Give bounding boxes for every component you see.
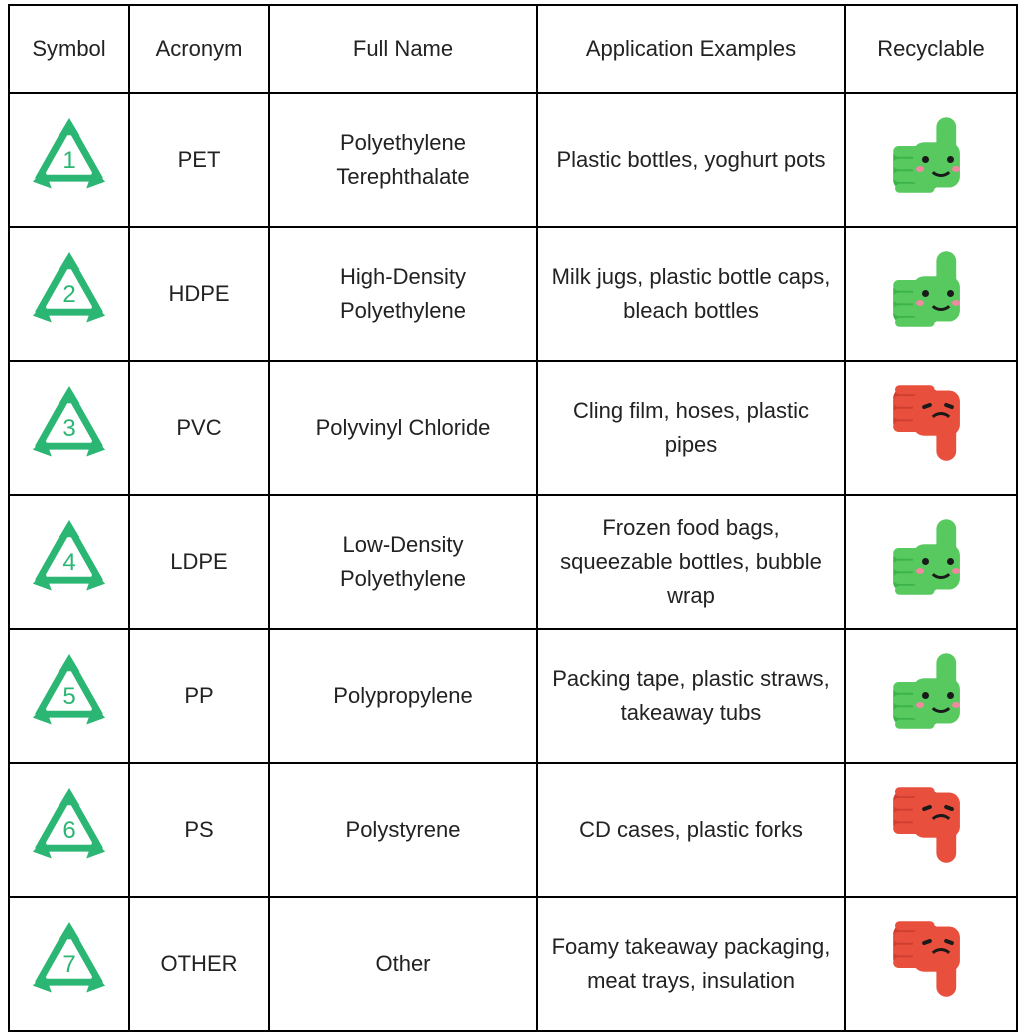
cell-fullname: Polyvinyl Chloride [269, 361, 537, 495]
cell-recyclable [845, 227, 1017, 361]
cell-symbol: 5 [9, 629, 129, 763]
table-row: 4 LDPELow-Density PolyethyleneFrozen foo… [9, 495, 1017, 629]
cell-examples: Packing tape, plastic straws, takeaway t… [537, 629, 845, 763]
cell-fullname: Polyethylene Terephthalate [269, 93, 537, 227]
cell-recyclable [845, 93, 1017, 227]
col-header-examples: Application Examples [537, 5, 845, 93]
recycle-triangle-icon: 6 [26, 785, 112, 865]
col-header-symbol: Symbol [9, 5, 129, 93]
recycle-code-number: 5 [26, 651, 112, 731]
thumbs-up-icon [886, 646, 976, 736]
thumbs-down-icon [886, 914, 976, 1004]
col-header-acronym: Acronym [129, 5, 269, 93]
recycle-code-number: 1 [26, 115, 112, 195]
recycle-code-number: 3 [26, 383, 112, 463]
recycle-code-number: 6 [26, 785, 112, 865]
cell-recyclable [845, 763, 1017, 897]
cell-examples: Plastic bottles, yoghurt pots [537, 93, 845, 227]
recycle-triangle-icon: 1 [26, 115, 112, 195]
recycle-triangle-icon: 4 [26, 517, 112, 597]
table-row: 7 OTHEROtherFoamy takeaway packaging, me… [9, 897, 1017, 1031]
thumbs-down-icon [886, 378, 976, 468]
cell-acronym: PET [129, 93, 269, 227]
cell-symbol: 6 [9, 763, 129, 897]
cell-symbol: 1 [9, 93, 129, 227]
cell-examples: Foamy takeaway packaging, meat trays, in… [537, 897, 845, 1031]
cell-examples: CD cases, plastic forks [537, 763, 845, 897]
cell-recyclable [845, 629, 1017, 763]
recycle-triangle-icon: 3 [26, 383, 112, 463]
cell-acronym: LDPE [129, 495, 269, 629]
recycle-triangle-icon: 2 [26, 249, 112, 329]
cell-acronym: OTHER [129, 897, 269, 1031]
cell-symbol: 7 [9, 897, 129, 1031]
recycle-code-number: 2 [26, 249, 112, 329]
plastics-recycling-table: Symbol Acronym Full Name Application Exa… [8, 4, 1018, 1032]
recycle-code-number: 4 [26, 517, 112, 597]
table-header-row: Symbol Acronym Full Name Application Exa… [9, 5, 1017, 93]
cell-fullname: High-Density Polyethylene [269, 227, 537, 361]
cell-acronym: HDPE [129, 227, 269, 361]
cell-symbol: 4 [9, 495, 129, 629]
thumbs-up-icon [886, 110, 976, 200]
cell-acronym: PS [129, 763, 269, 897]
col-header-recyc: Recyclable [845, 5, 1017, 93]
table-row: 1 PETPolyethylene TerephthalatePlastic b… [9, 93, 1017, 227]
cell-symbol: 3 [9, 361, 129, 495]
cell-recyclable [845, 361, 1017, 495]
recycle-triangle-icon: 7 [26, 919, 112, 999]
thumbs-up-icon [886, 512, 976, 602]
cell-fullname: Polystyrene [269, 763, 537, 897]
thumbs-up-icon [886, 244, 976, 334]
cell-examples: Milk jugs, plastic bottle caps, bleach b… [537, 227, 845, 361]
cell-acronym: PVC [129, 361, 269, 495]
cell-fullname: Other [269, 897, 537, 1031]
cell-recyclable [845, 495, 1017, 629]
table-row: 5 PPPolypropylenePacking tape, plastic s… [9, 629, 1017, 763]
cell-acronym: PP [129, 629, 269, 763]
cell-examples: Cling film, hoses, plastic pipes [537, 361, 845, 495]
table-row: 3 PVCPolyvinyl ChlorideCling film, hoses… [9, 361, 1017, 495]
cell-symbol: 2 [9, 227, 129, 361]
table-row: 2 HDPEHigh-Density PolyethyleneMilk jugs… [9, 227, 1017, 361]
cell-fullname: Low-Density Polyethylene [269, 495, 537, 629]
cell-examples: Frozen food bags, squeezable bottles, bu… [537, 495, 845, 629]
thumbs-down-icon [886, 780, 976, 870]
table-row: 6 PSPolystyreneCD cases, plastic forks [9, 763, 1017, 897]
col-header-fullname: Full Name [269, 5, 537, 93]
cell-fullname: Polypropylene [269, 629, 537, 763]
recycle-code-number: 7 [26, 919, 112, 999]
recycle-triangle-icon: 5 [26, 651, 112, 731]
cell-recyclable [845, 897, 1017, 1031]
